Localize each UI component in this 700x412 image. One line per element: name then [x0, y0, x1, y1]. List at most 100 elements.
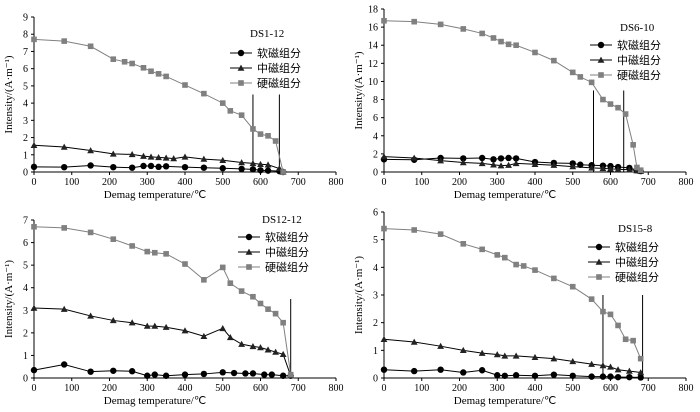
data-point — [238, 165, 245, 173]
data-point — [607, 363, 614, 370]
data-point — [249, 159, 257, 167]
x-axis-label: Demag temperature/℃ — [454, 189, 556, 201]
data-point — [110, 236, 117, 242]
data-point — [532, 267, 538, 273]
x-tick-label: 700 — [291, 177, 306, 188]
x-tick-label: 300 — [490, 383, 505, 394]
data-point — [140, 65, 147, 71]
data-point — [600, 96, 606, 103]
data-point — [264, 167, 272, 174]
x-tick-label: 200 — [452, 177, 467, 188]
legend-marker — [598, 72, 604, 78]
data-point — [512, 372, 520, 379]
x-tick-label: 800 — [329, 177, 344, 188]
data-point — [151, 371, 158, 378]
data-point — [411, 18, 417, 25]
data-point — [201, 277, 207, 283]
x-tick-label: 0 — [32, 383, 37, 394]
data-point — [163, 73, 169, 80]
data-point — [242, 370, 249, 377]
data-point — [531, 160, 539, 168]
data-point — [607, 165, 614, 172]
data-point — [460, 369, 467, 376]
legend-label: 中磁组分 — [257, 61, 301, 75]
y-tick-label: 6 — [373, 208, 378, 219]
y-tick-label: 4 — [23, 283, 28, 294]
y-tick-label: 8 — [23, 30, 28, 41]
data-point — [230, 369, 238, 377]
y-tick-label: 5 — [373, 235, 378, 246]
data-point — [531, 353, 539, 360]
data-point — [272, 138, 279, 144]
data-point — [501, 352, 509, 359]
data-point — [614, 165, 622, 173]
x-tick-label: 600 — [603, 177, 618, 188]
data-point — [459, 346, 467, 354]
data-point — [182, 82, 188, 88]
data-point — [550, 355, 558, 362]
data-point — [625, 166, 633, 173]
data-point — [520, 263, 527, 269]
data-point — [478, 367, 486, 374]
legend-marker — [237, 49, 245, 57]
x-tick-label: 700 — [641, 177, 656, 188]
legend-label: 中磁组分 — [265, 245, 309, 259]
x-axis-label: Demag temperature/℃ — [104, 395, 206, 407]
legend-label: 软磁组分 — [265, 230, 309, 244]
data-point — [152, 249, 158, 256]
data-point — [614, 366, 622, 373]
legend-marker — [245, 233, 253, 241]
data-point — [257, 160, 264, 167]
data-point — [155, 163, 162, 171]
x-tick-label: 100 — [414, 383, 429, 394]
y-tick-label: 1 — [373, 346, 378, 357]
y-tick-label: 16 — [368, 23, 378, 34]
data-point — [219, 369, 226, 376]
y-tick-label: 3 — [373, 291, 378, 302]
data-point — [588, 79, 595, 86]
x-tick-label: 400 — [528, 383, 543, 394]
data-point — [162, 372, 170, 379]
data-point — [532, 49, 538, 56]
data-point — [380, 153, 388, 160]
y-tick-label: 9 — [23, 13, 28, 24]
data-point — [162, 163, 170, 170]
data-point — [479, 30, 485, 37]
data-point — [380, 335, 388, 342]
data-point — [264, 346, 272, 353]
data-point — [637, 369, 645, 376]
y-tick-label: 0 — [23, 374, 28, 385]
data-point — [226, 333, 234, 341]
data-point — [60, 163, 68, 171]
x-tick-label: 400 — [178, 177, 193, 188]
data-point — [162, 323, 170, 330]
data-point — [181, 371, 189, 378]
data-point — [30, 366, 38, 374]
data-point — [148, 68, 154, 75]
data-point — [490, 35, 497, 41]
data-point — [637, 374, 644, 381]
series-2 — [380, 153, 645, 174]
data-point — [200, 370, 208, 378]
y-tick-label: 4 — [23, 99, 28, 110]
data-point — [250, 293, 256, 300]
data-point — [144, 372, 151, 379]
data-point — [170, 155, 178, 162]
data-point — [181, 163, 189, 171]
data-point — [200, 155, 208, 162]
data-point — [512, 159, 520, 167]
series-1 — [30, 162, 287, 176]
data-point — [227, 280, 234, 286]
y-axis-label: Intensity/(A·m⁻¹) — [353, 256, 365, 334]
data-point — [626, 373, 633, 381]
y-tick-label: 6 — [373, 113, 378, 124]
x-tick-label: 100 — [64, 177, 79, 188]
x-tick-label: 400 — [528, 177, 543, 188]
data-point — [513, 261, 519, 268]
legend-marker — [238, 80, 244, 86]
data-point — [551, 57, 557, 64]
data-point — [257, 344, 264, 351]
data-point — [238, 159, 246, 166]
chart-title: DS15-8 — [618, 223, 653, 235]
